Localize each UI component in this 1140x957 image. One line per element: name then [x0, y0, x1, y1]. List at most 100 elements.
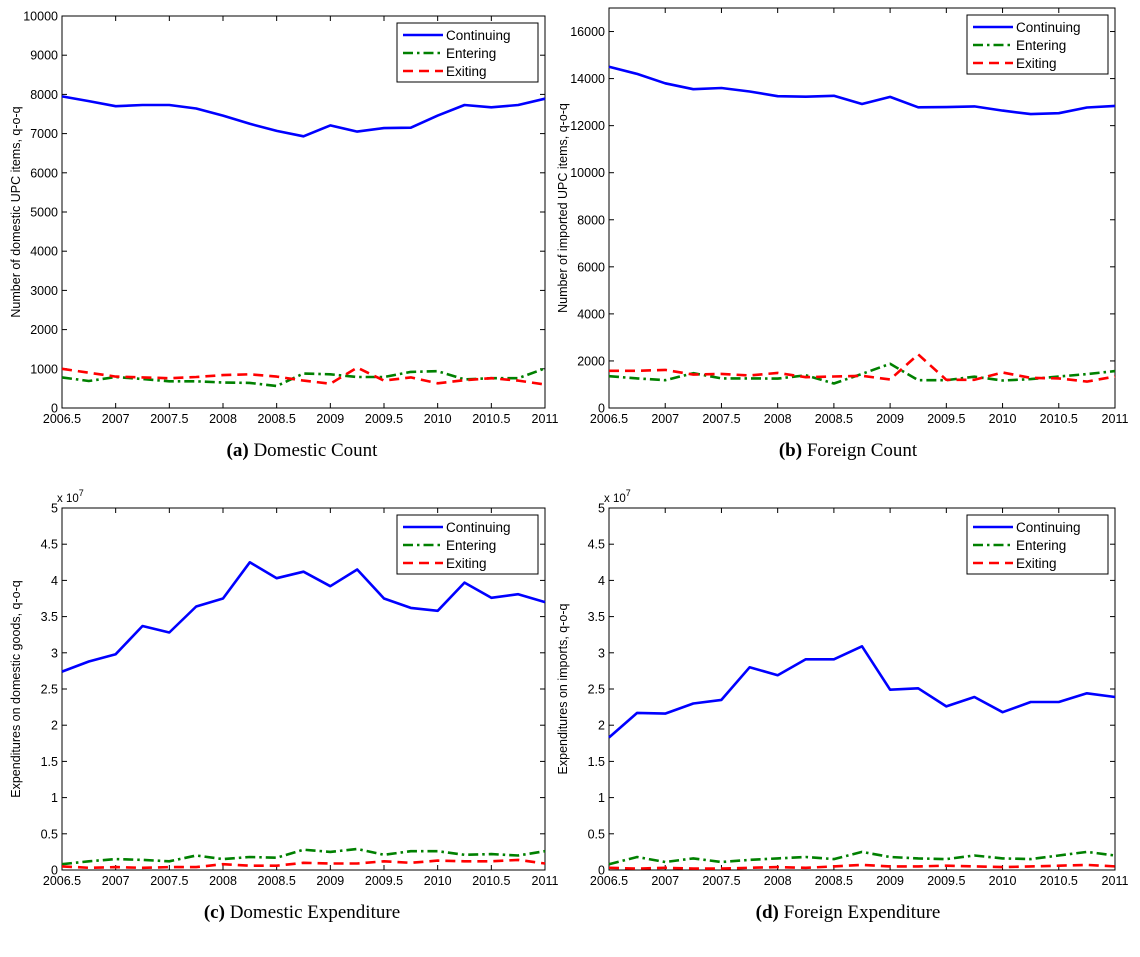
- x-tick-label: 2009.5: [365, 874, 403, 888]
- y-tick-label: 1: [598, 791, 605, 805]
- y-tick-label: 8000: [30, 88, 58, 102]
- y-tick-label: 0.5: [41, 827, 58, 841]
- legend-box: [966, 14, 1109, 75]
- series-line-exiting: [61, 366, 546, 386]
- y-tick-label: 3: [51, 646, 58, 660]
- x-tick-label: 2011: [1102, 412, 1129, 426]
- chart-panel-0: 2006.5 2007 2007.5 2008 2008.5 2009 2009.5 2010…: [9, 10, 558, 427]
- caption-text: Domestic Count: [253, 440, 378, 461]
- y-tick-label: 5: [51, 502, 58, 516]
- series-line-continuing: [61, 95, 546, 138]
- series-line-exiting: [609, 353, 1116, 383]
- x-tick-label: 2006.5: [590, 874, 628, 888]
- x-tick-label: 2008: [209, 412, 237, 426]
- legend: Continuing Entering Exiting: [966, 514, 1109, 575]
- caption-text: Foreign Expenditure: [783, 902, 941, 923]
- x-tick-label: 2008.5: [815, 412, 853, 426]
- x-tick-label: 2011: [532, 412, 559, 426]
- y-tick-label: 1.5: [588, 755, 605, 769]
- y-tick-label: 0.5: [588, 827, 605, 841]
- y-tick-label: 2: [598, 719, 605, 733]
- x-tick-label: 2009: [876, 412, 904, 426]
- y-tick-label: 4.5: [41, 538, 58, 552]
- x-tick-label: 2006.5: [43, 412, 81, 426]
- x-tick-label: 2007.5: [702, 412, 740, 426]
- x-tick-label: 2010.5: [1040, 412, 1078, 426]
- x-tick-label: 2006.5: [43, 874, 81, 888]
- y-tick-label: 2000: [577, 354, 605, 368]
- series-line-entering: [608, 850, 1116, 866]
- legend-label-entering: Entering: [446, 538, 496, 553]
- legend-label-continuing: Continuing: [1016, 520, 1081, 535]
- y-tick-label: 8000: [577, 213, 605, 227]
- caption-text: Foreign Count: [806, 440, 918, 461]
- series-line-continuing: [608, 65, 1116, 116]
- x-tick-label: 2008.5: [815, 874, 853, 888]
- y-tick-label: 2000: [30, 323, 58, 337]
- y-axis-label: Number of imported UPC items, q-o-q: [556, 103, 570, 313]
- y-tick-label: 4000: [30, 245, 58, 259]
- legend-label-entering: Entering: [446, 46, 496, 61]
- y-exponent-power: 7: [626, 488, 631, 498]
- y-axis-label: Number of domestic UPC items, q-o-q: [9, 106, 23, 317]
- y-tick-label: 14000: [570, 72, 605, 86]
- y-tick-label: 5: [598, 502, 605, 516]
- y-exponent-power: 7: [79, 488, 84, 498]
- x-tick-label: 2008: [764, 874, 792, 888]
- y-tick-label: 3.5: [588, 610, 605, 624]
- legend-label-continuing: Continuing: [446, 520, 511, 535]
- y-tick-label: 2: [51, 719, 58, 733]
- x-tick-label: 2009.5: [365, 412, 403, 426]
- x-tick-label: 2007: [102, 412, 130, 426]
- y-tick-label: 0: [51, 864, 58, 878]
- x-tick-label: 2007: [651, 412, 679, 426]
- caption-text: Domestic Expenditure: [229, 902, 401, 923]
- legend-label-continuing: Continuing: [446, 28, 511, 43]
- y-tick-label: 0: [51, 402, 58, 416]
- legend: Continuing Entering Exiting: [396, 514, 539, 575]
- plot-area: [608, 7, 1116, 409]
- caption-label: (d): [755, 902, 779, 923]
- series-line-exiting: [61, 858, 546, 870]
- y-tick-label: 4: [598, 574, 605, 588]
- x-tick-label: 2007: [651, 874, 679, 888]
- x-tick-label: 2009: [876, 874, 904, 888]
- x-tick-label: 2007: [102, 874, 130, 888]
- x-tick-label: 2010: [424, 874, 452, 888]
- x-tick-label: 2010: [989, 874, 1017, 888]
- x-tick-label: 2010.5: [1040, 874, 1078, 888]
- legend-label-continuing: Continuing: [1016, 20, 1081, 35]
- y-tick-label: 3000: [30, 284, 58, 298]
- y-tick-label: 2.5: [588, 683, 605, 697]
- chart-panel-2: 2006.5 2007 2007.5 2008 2008.5 2009 2009.5 2010…: [9, 488, 558, 888]
- y-tick-label: 9000: [30, 49, 58, 63]
- x-tick-label: 2009.5: [927, 874, 965, 888]
- legend-label-exiting: Exiting: [446, 556, 487, 571]
- y-tick-label: 12000: [570, 119, 605, 133]
- y-tick-label: 1: [51, 791, 58, 805]
- caption-c: (c) Domestic Expenditure: [204, 902, 400, 924]
- x-tick-label: 2011: [532, 874, 559, 888]
- legend: Continuing Entering Exiting: [396, 22, 539, 83]
- x-tick-label: 2010.5: [472, 874, 510, 888]
- legend-label-exiting: Exiting: [446, 64, 487, 79]
- x-tick-label: 2007.5: [150, 874, 188, 888]
- y-exponent-label: x 107: [604, 488, 631, 505]
- x-tick-label: 2009: [316, 412, 344, 426]
- y-tick-label: 3: [598, 646, 605, 660]
- caption-label: (c): [203, 902, 225, 923]
- legend-label-exiting: Exiting: [1016, 56, 1057, 71]
- y-tick-label: 2.5: [41, 683, 58, 697]
- y-tick-label: 6000: [577, 260, 605, 274]
- y-exponent-label: x 107: [57, 488, 84, 505]
- series-line-entering: [608, 362, 1116, 385]
- x-tick-label: 2010.5: [472, 412, 510, 426]
- y-tick-label: 10000: [23, 10, 58, 24]
- caption-d: (d) Foreign Expenditure: [756, 902, 941, 924]
- x-tick-label: 2008: [764, 412, 792, 426]
- x-tick-label: 2007.5: [150, 412, 188, 426]
- legend: Continuing Entering Exiting: [966, 14, 1109, 75]
- y-axis-label: Expenditures on imports, q-o-q: [556, 603, 570, 774]
- x-tick-label: 2008: [209, 874, 237, 888]
